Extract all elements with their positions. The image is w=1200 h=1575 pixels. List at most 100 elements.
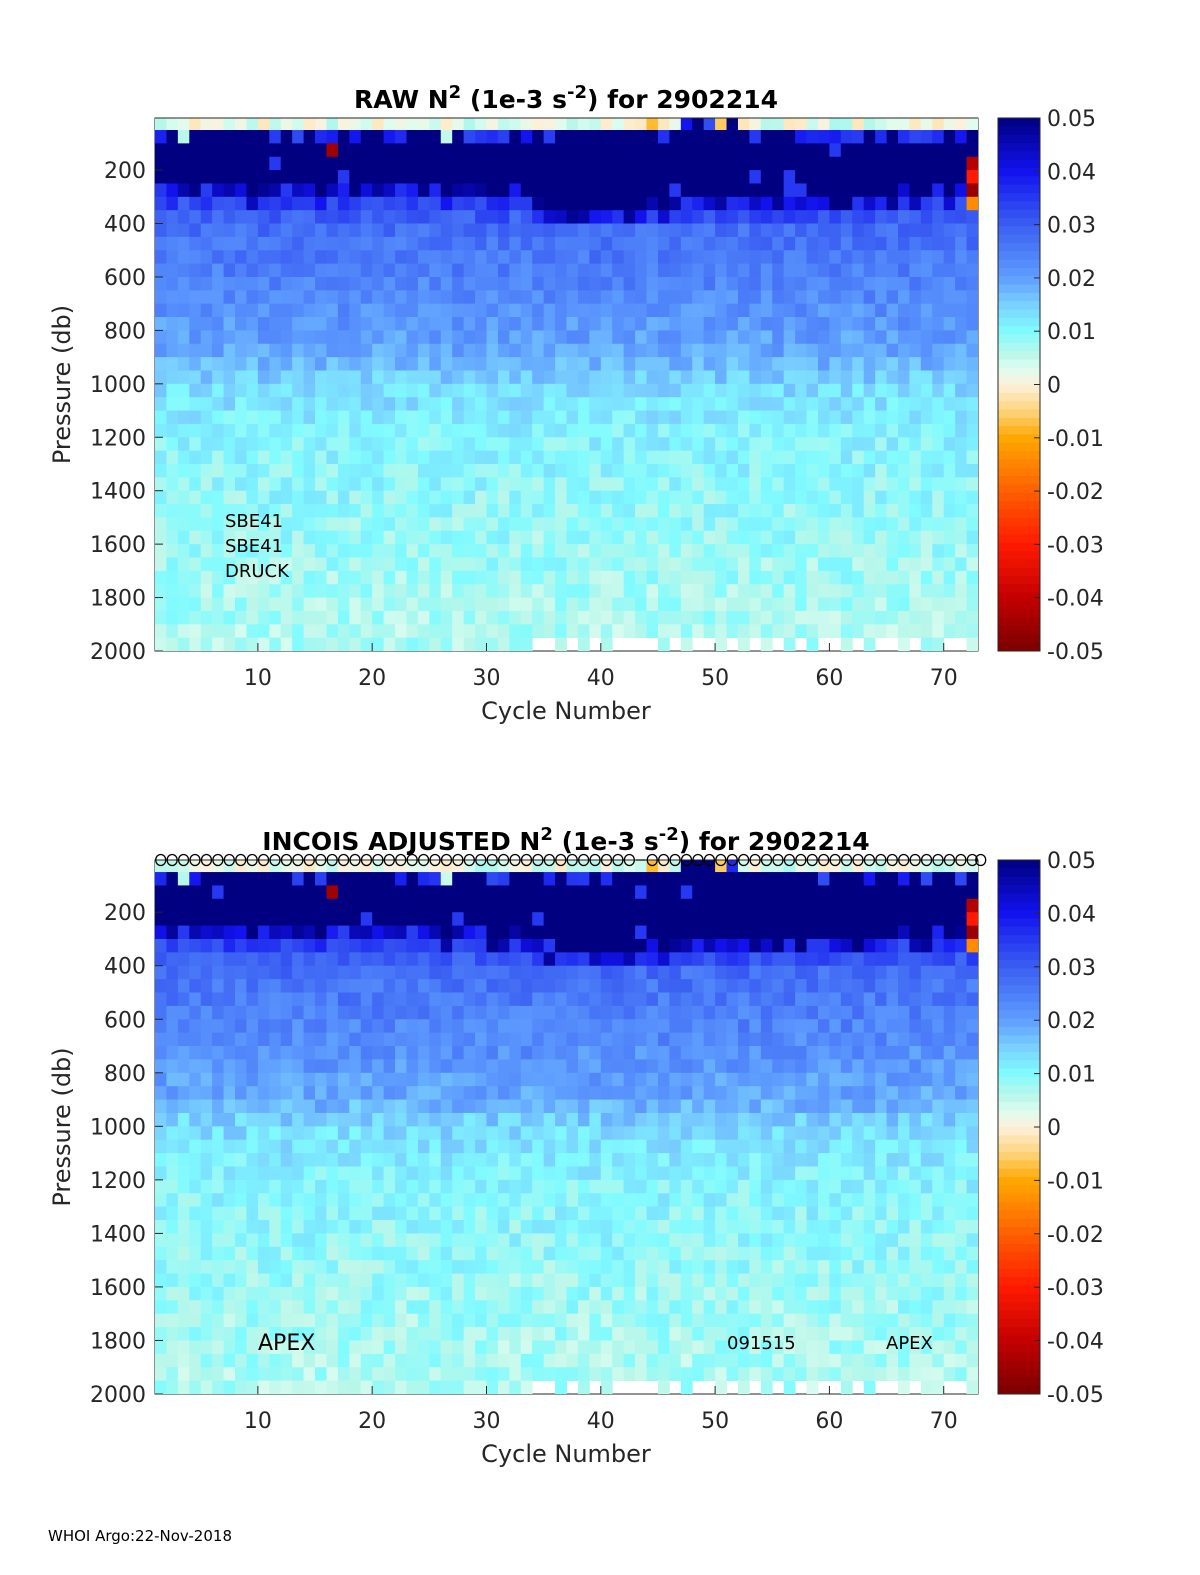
heatmap-cell bbox=[475, 156, 487, 171]
heatmap-cell bbox=[303, 1353, 316, 1368]
heatmap-cell bbox=[680, 912, 693, 926]
heatmap-cell bbox=[646, 1139, 659, 1154]
heatmap-cell bbox=[749, 437, 762, 452]
heatmap-cell bbox=[509, 1327, 522, 1341]
heatmap-cell bbox=[955, 250, 967, 265]
heatmap-cell bbox=[223, 517, 236, 532]
heatmap-cell bbox=[600, 1313, 613, 1328]
heatmap-cell bbox=[680, 544, 693, 558]
heatmap-cell bbox=[452, 263, 465, 278]
heatmap-cell bbox=[406, 1032, 419, 1047]
heatmap-cell bbox=[623, 477, 636, 492]
heatmap-cell bbox=[177, 183, 190, 198]
heatmap-cell bbox=[429, 860, 442, 873]
heatmap-cell bbox=[646, 872, 659, 886]
heatmap-cell bbox=[566, 1273, 579, 1288]
heatmap-cell bbox=[966, 210, 978, 224]
heatmap-cell bbox=[737, 504, 750, 518]
heatmap-cell bbox=[360, 1273, 373, 1288]
heatmap-cell bbox=[429, 504, 442, 518]
heatmap-cell bbox=[166, 357, 179, 371]
heatmap-cell bbox=[177, 1005, 190, 1020]
heatmap-cell bbox=[303, 1139, 316, 1154]
heatmap-cell bbox=[417, 570, 430, 585]
heatmap-cell bbox=[372, 872, 385, 886]
heatmap-cell bbox=[200, 236, 213, 251]
heatmap-cell bbox=[703, 952, 716, 967]
heatmap-cell bbox=[520, 1273, 533, 1288]
heatmap-cell bbox=[909, 557, 922, 572]
heatmap-cell bbox=[246, 1166, 259, 1181]
heatmap-cell bbox=[715, 1153, 727, 1167]
heatmap-cell bbox=[429, 1193, 442, 1208]
heatmap-cell bbox=[749, 130, 762, 144]
heatmap-cell bbox=[223, 1179, 236, 1194]
heatmap-cell bbox=[520, 938, 533, 953]
heatmap-cell bbox=[783, 250, 796, 265]
heatmap-cell bbox=[497, 885, 510, 900]
heatmap-cell bbox=[372, 570, 385, 585]
heatmap-cell bbox=[395, 637, 407, 651]
colorbar-band bbox=[998, 126, 1040, 136]
heatmap-cell bbox=[497, 330, 510, 345]
heatmap-cell bbox=[692, 504, 705, 518]
heatmap-cell bbox=[566, 490, 579, 505]
heatmap-cell bbox=[486, 597, 499, 612]
heatmap-cell bbox=[257, 1206, 270, 1221]
heatmap-cell bbox=[623, 357, 636, 371]
heatmap-cell bbox=[497, 1032, 510, 1047]
heatmap-cell bbox=[315, 1327, 327, 1341]
heatmap-cell bbox=[600, 223, 613, 238]
colorbar-band bbox=[998, 509, 1040, 519]
heatmap-cell bbox=[189, 1367, 202, 1382]
heatmap-cell bbox=[360, 544, 373, 558]
heatmap-cell bbox=[555, 1273, 567, 1288]
heatmap-cell bbox=[406, 463, 419, 478]
heatmap-cell bbox=[372, 250, 385, 265]
heatmap-cell bbox=[715, 1112, 727, 1127]
heatmap-cell bbox=[497, 938, 510, 953]
heatmap-cell bbox=[863, 290, 876, 305]
heatmap-cell bbox=[200, 450, 213, 465]
heatmap-cell bbox=[943, 290, 956, 305]
heatmap-cell bbox=[326, 584, 339, 598]
y-tick-label: 1400 bbox=[90, 480, 146, 505]
heatmap-cell bbox=[440, 597, 453, 612]
heatmap-cell bbox=[417, 1206, 430, 1221]
heatmap-cell bbox=[783, 118, 796, 131]
heatmap-cell bbox=[657, 530, 670, 545]
heatmap-cell bbox=[189, 357, 202, 371]
heatmap-cell bbox=[177, 584, 190, 598]
heatmap-cell bbox=[509, 276, 522, 291]
heatmap-cell bbox=[292, 490, 304, 505]
heatmap-cell bbox=[520, 463, 533, 478]
heatmap-cell bbox=[223, 210, 236, 224]
heatmap-cell bbox=[155, 1099, 167, 1114]
heatmap-cell bbox=[829, 423, 842, 438]
heatmap-cell bbox=[349, 423, 362, 438]
heatmap-cell bbox=[760, 196, 773, 211]
heatmap-cell bbox=[429, 170, 442, 184]
heatmap-cell bbox=[897, 196, 910, 211]
heatmap-cell bbox=[589, 1233, 602, 1248]
heatmap-cell bbox=[223, 1139, 236, 1154]
heatmap-cell bbox=[657, 143, 670, 158]
heatmap-cell bbox=[955, 597, 967, 612]
heatmap-cell bbox=[383, 517, 396, 532]
heatmap-cell bbox=[600, 1046, 613, 1060]
heatmap-cell bbox=[326, 317, 339, 331]
heatmap-cell bbox=[326, 263, 339, 278]
heatmap-cell bbox=[646, 118, 659, 131]
heatmap-cell bbox=[749, 143, 762, 158]
heatmap-cell bbox=[189, 1380, 202, 1394]
heatmap-cell bbox=[292, 236, 304, 251]
heatmap-cell bbox=[635, 263, 647, 278]
heatmap-cell bbox=[177, 1327, 190, 1341]
heatmap-cell bbox=[235, 860, 247, 873]
heatmap-cell bbox=[817, 557, 830, 572]
heatmap-cell bbox=[715, 118, 727, 131]
heatmap-cell bbox=[749, 624, 762, 639]
heatmap-cell bbox=[863, 196, 876, 211]
heatmap-cell bbox=[955, 490, 967, 505]
heatmap-cell bbox=[760, 383, 773, 398]
